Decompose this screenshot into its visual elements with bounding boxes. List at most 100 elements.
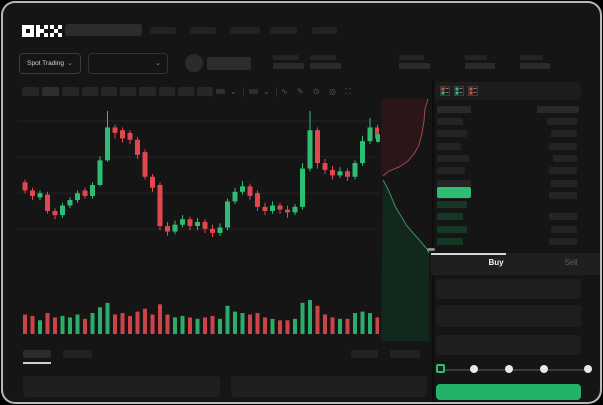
ask-price[interactable] — [437, 167, 465, 175]
ask-amount — [553, 154, 577, 162]
toolbar-divider — [243, 87, 244, 97]
timeframe-button-2[interactable] — [42, 87, 59, 96]
ask-amount — [551, 179, 577, 187]
timeframe-button-8[interactable] — [159, 87, 175, 96]
last-price-marker — [376, 134, 380, 142]
ask-price[interactable] — [437, 142, 461, 150]
line-tool-icon[interactable]: ∿ — [281, 87, 288, 96]
ask-amount — [549, 167, 577, 175]
bid-amount — [549, 213, 577, 221]
timeframe-button-9[interactable] — [178, 87, 194, 96]
slider-stop-2[interactable] — [505, 365, 513, 373]
settings-icon[interactable]: ◎ — [329, 87, 336, 96]
fullscreen-icon[interactable]: ⛶ — [345, 87, 351, 96]
trade-tabs: Buy Sell — [431, 253, 600, 275]
stat-value-placeholder — [273, 63, 304, 69]
timeframe-button-1[interactable] — [22, 87, 39, 96]
book-header-price — [437, 106, 471, 113]
last-price-bar — [437, 187, 471, 198]
ask-price[interactable] — [437, 179, 471, 187]
timeframe-button-7[interactable] — [139, 87, 156, 96]
ask-amount — [549, 191, 577, 199]
coin-avatar — [185, 54, 203, 72]
book-view-asks-icon[interactable] — [468, 86, 478, 96]
chart-range-button-2[interactable] — [390, 350, 420, 358]
indicator-dropdown[interactable] — [216, 89, 225, 94]
ask-price[interactable] — [437, 118, 463, 125]
bottom-active-tab-underline — [23, 362, 51, 364]
bottom-tab-1[interactable] — [23, 350, 51, 358]
stat-value-placeholder — [520, 63, 550, 69]
bid-amount — [549, 237, 577, 245]
nav-item-1[interactable] — [150, 27, 176, 34]
bottom-panel-2[interactable] — [231, 376, 427, 397]
timeframe-button-5[interactable] — [101, 87, 117, 96]
slider-handle[interactable] — [436, 364, 445, 373]
amount-slider-track[interactable] — [440, 369, 588, 371]
book-view-bids-icon[interactable] — [454, 86, 464, 96]
ask-amount — [547, 118, 577, 125]
timeframe-button-4[interactable] — [82, 87, 98, 96]
stat-value-placeholder — [399, 63, 430, 69]
pair-selector-dropdown[interactable]: ⌄ — [88, 53, 168, 74]
bottom-tab-2[interactable] — [63, 350, 92, 358]
toolbar-divider — [276, 87, 277, 97]
chart-type-dropdown[interactable] — [249, 89, 258, 94]
bid-price[interactable] — [437, 225, 467, 233]
slider-stop-4[interactable] — [584, 365, 592, 373]
top-navigation — [3, 3, 600, 47]
ask-price[interactable] — [437, 130, 467, 138]
scrollbar-thumb[interactable] — [427, 248, 435, 251]
buy-button[interactable] — [436, 384, 581, 400]
tab-buy[interactable]: Buy — [488, 258, 504, 267]
order-input-2[interactable] — [436, 305, 581, 327]
ask-price[interactable] — [437, 154, 469, 162]
chevron-down-icon: ⌄ — [155, 60, 161, 67]
nav-item-5[interactable] — [312, 27, 337, 34]
chevron-down-icon[interactable]: ⌄ — [263, 87, 270, 96]
bottom-panel-1[interactable] — [23, 376, 220, 397]
stat-value-placeholder — [465, 63, 495, 69]
orderbook[interactable] — [435, 103, 583, 249]
camera-snapshot-icon[interactable]: ⊙ — [313, 87, 320, 96]
depth-chart[interactable] — [381, 98, 431, 341]
order-input-1[interactable] — [436, 279, 581, 299]
timeframe-button-6[interactable] — [120, 87, 136, 96]
order-input-3[interactable] — [436, 335, 581, 355]
bid-price[interactable] — [437, 213, 463, 221]
timeframe-button-10[interactable] — [197, 87, 213, 96]
nav-item-2[interactable] — [190, 27, 216, 34]
market-type-dropdown[interactable]: Spot Trading ⌄ — [19, 53, 81, 74]
market-type-label: Spot Trading — [27, 60, 64, 67]
ask-amount — [549, 142, 577, 150]
bid-price[interactable] — [437, 237, 463, 245]
search-input[interactable] — [65, 24, 142, 36]
tab-sell[interactable]: Sell — [564, 258, 578, 267]
nav-item-4[interactable] — [270, 27, 297, 34]
okx-logo-icon[interactable] — [22, 24, 62, 42]
stat-label-placeholder — [399, 55, 424, 60]
orderbook-toolbar — [435, 82, 581, 100]
stat-label-placeholder — [273, 55, 299, 60]
stat-value-placeholder — [310, 63, 341, 69]
slider-stop-1[interactable] — [470, 365, 478, 373]
chart-range-button-1[interactable] — [351, 350, 378, 358]
stat-label-placeholder — [520, 55, 543, 60]
bid-amount — [551, 225, 577, 233]
panel-divider — [432, 79, 434, 402]
draw-tool-icon[interactable]: ✎ — [297, 87, 304, 96]
timeframe-button-3[interactable] — [62, 87, 79, 96]
ask-amount — [551, 130, 577, 138]
book-header-amount — [537, 106, 579, 113]
candlestick-chart[interactable] — [17, 101, 380, 341]
stat-label-placeholder — [310, 55, 336, 60]
slider-stop-3[interactable] — [540, 365, 548, 373]
pair-name-placeholder — [207, 57, 251, 70]
nav-item-3[interactable] — [230, 27, 260, 34]
book-view-combined-icon[interactable] — [440, 86, 450, 96]
stat-label-placeholder — [465, 55, 487, 60]
bid-price[interactable] — [437, 201, 467, 208]
chevron-down-icon: ⌄ — [66, 60, 73, 67]
chevron-down-icon[interactable]: ⌄ — [230, 87, 237, 96]
